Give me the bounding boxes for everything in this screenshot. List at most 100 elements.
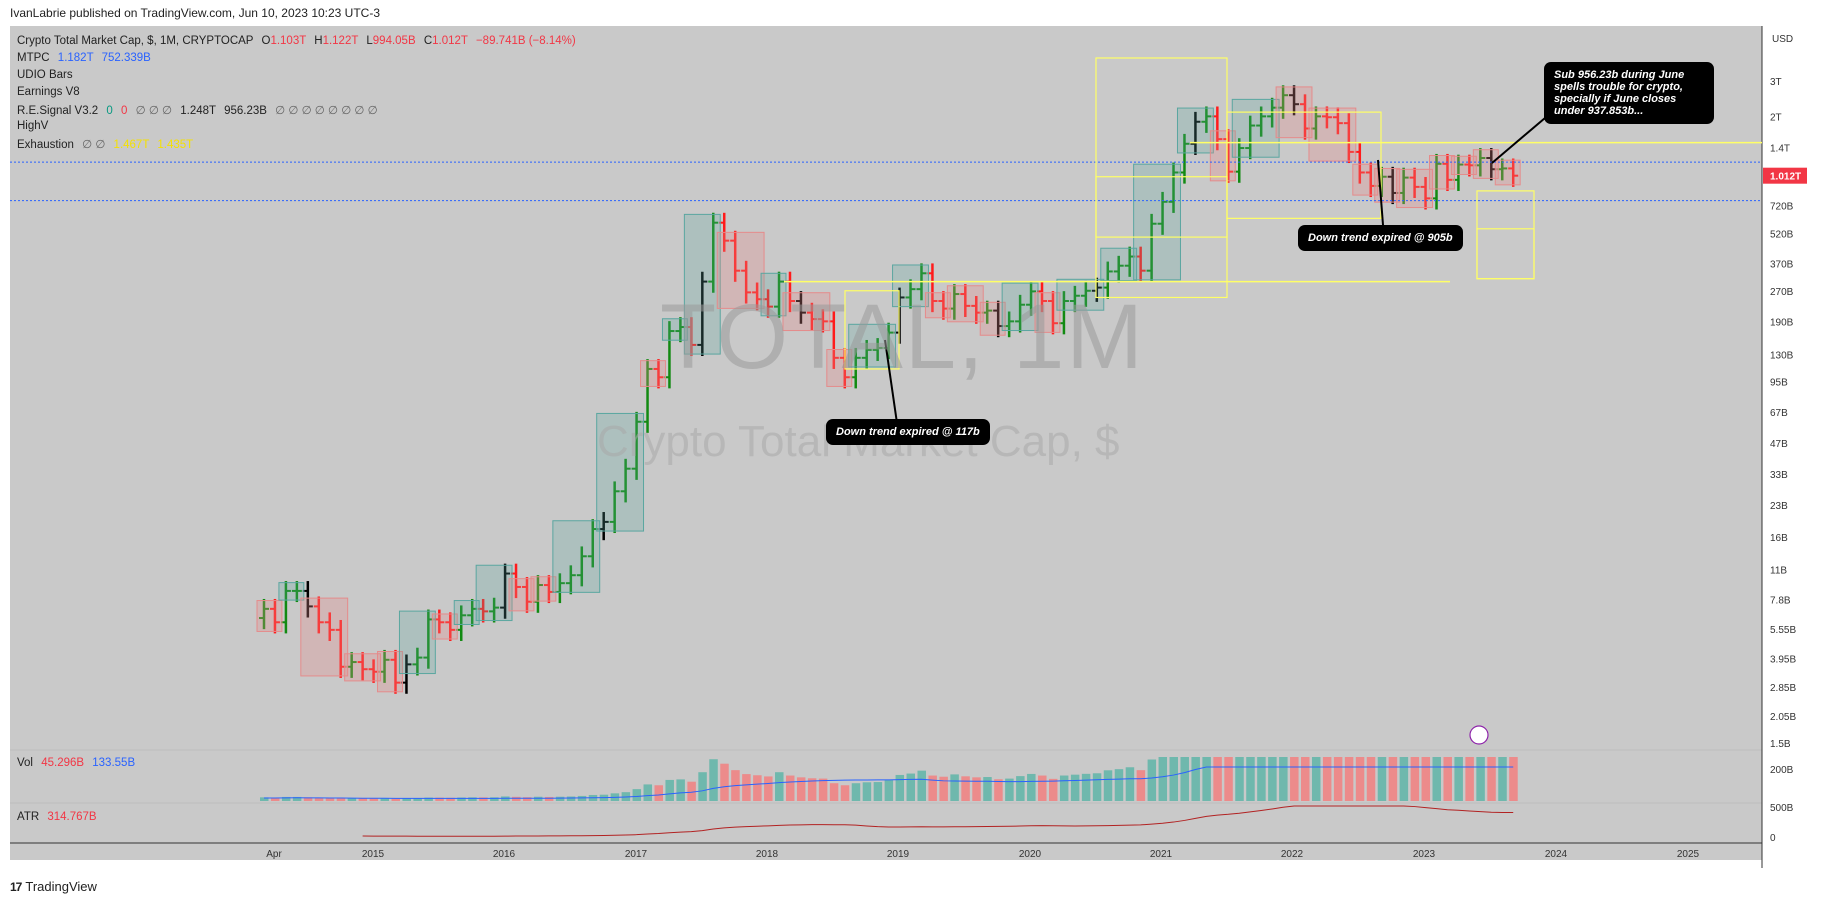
volume-bar <box>1311 757 1321 801</box>
indicator-resignal[interactable]: R.E.Signal V3.2 0 0 ∅ ∅ ∅ 1.248T 956.23B… <box>17 103 378 117</box>
volume-bar <box>687 781 696 801</box>
volume-bar <box>1366 757 1376 801</box>
price-tick-label: 190B <box>1770 317 1794 328</box>
swing-box <box>826 349 853 387</box>
swing-box <box>716 231 765 309</box>
volume-bar <box>643 784 653 801</box>
swing-box <box>377 650 403 693</box>
volume-ma-value: 133.55B <box>92 757 136 769</box>
volume-bar <box>928 775 937 801</box>
volume-bar <box>1246 757 1255 801</box>
time-tick-label: 2025 <box>1677 849 1700 860</box>
time-tick-label: 2021 <box>1150 849 1173 860</box>
swing-box <box>1001 282 1039 332</box>
volume-bar <box>676 779 685 801</box>
price-tick-label: 11B <box>1770 565 1787 576</box>
volume-bar <box>1070 774 1080 801</box>
volume-bar <box>413 798 422 801</box>
symbol-watermark: TOTAL, 1M <box>660 286 1145 388</box>
legend-change: −89.741B (−8.14%) <box>475 35 576 47</box>
swing-box <box>782 292 831 332</box>
swing-box <box>552 520 601 593</box>
exhaustion-rest: ∅ ∅ <box>82 139 106 151</box>
volume-bar <box>369 798 379 801</box>
volume-bar <box>325 797 335 801</box>
volume-bar <box>1476 757 1485 801</box>
swing-box <box>1100 247 1138 282</box>
volume-bar <box>829 783 839 801</box>
legend-close-label: C <box>423 35 433 47</box>
indicator-mtpc[interactable]: MTPC 1.182T 752.339B <box>17 52 151 64</box>
atr-tick-label: 0 <box>1770 833 1776 844</box>
price-tick-label: 370B <box>1770 259 1794 270</box>
volume-bar <box>1410 757 1420 801</box>
volume-bar <box>1257 757 1266 801</box>
indicator-udio[interactable]: UDIO Bars <box>17 69 73 81</box>
volume-bar <box>391 798 400 801</box>
current-price-label: 1.012T <box>1770 172 1801 183</box>
atr-legend[interactable]: ATR 314.767B <box>17 811 97 823</box>
tradingview-branding[interactable]: 17 TradingView <box>10 879 97 894</box>
swing-box <box>1472 149 1499 179</box>
volume-bar <box>1016 776 1025 801</box>
legend-symbol-row[interactable]: Crypto Total Market Cap, $, 1M, CRYPTOCA… <box>17 35 576 47</box>
legend-open-label: O <box>261 35 271 47</box>
volume-bar <box>1465 757 1474 801</box>
volume-bar <box>1048 778 1058 801</box>
volume-bar <box>490 797 499 801</box>
note-pointer <box>1491 117 1546 164</box>
volume-bar <box>665 779 674 801</box>
volume-bar <box>1081 773 1091 801</box>
volume-bar <box>1158 757 1168 801</box>
volume-bar <box>303 797 313 801</box>
volume-legend[interactable]: Vol 45.296B 133.55B <box>17 757 135 769</box>
note-down-trend-117b[interactable]: Down trend expired @ 117b <box>826 419 990 445</box>
volume-bar <box>468 797 477 801</box>
indicator-exhaustion[interactable]: Exhaustion ∅ ∅ 1.467T 1.435T <box>17 137 193 151</box>
zone-box <box>1476 228 1535 280</box>
volume-bar <box>1005 778 1014 801</box>
resignal-b: 0 <box>121 105 128 117</box>
volume-bar <box>742 774 751 801</box>
price-tick-label: 2T <box>1770 112 1782 123</box>
mtpc-value-1: 1.182T <box>57 52 94 64</box>
volume-bar <box>753 775 762 801</box>
volume-bar <box>961 776 970 801</box>
price-tick-label: 520B <box>1770 230 1794 241</box>
atr-tick-label: 500B <box>1770 803 1794 814</box>
volume-bar <box>895 774 905 801</box>
atr-line <box>362 805 1514 837</box>
mtpc-value-2: 752.339B <box>101 52 151 64</box>
mtpc-label: MTPC <box>17 52 50 64</box>
volume-bar <box>1191 757 1200 801</box>
volume-bar <box>1038 775 1047 801</box>
volume-bar <box>1279 757 1288 801</box>
volume-bar <box>950 774 959 801</box>
volume-tick-label: 200B <box>1770 765 1794 776</box>
swing-box <box>946 285 984 323</box>
volume-label: Vol <box>17 757 33 769</box>
exhaustion-label: Exhaustion <box>17 139 74 151</box>
atr-label: ATR <box>17 811 40 823</box>
indicator-highv[interactable]: HighV <box>17 120 49 132</box>
note-sub-956b[interactable]: Sub 956.23b during June spells trouble f… <box>1544 62 1714 124</box>
exhaustion-v2: 1.435T <box>157 139 194 151</box>
time-tick-label: 2017 <box>625 849 648 860</box>
volume-bar <box>380 798 390 801</box>
swing-box <box>1176 107 1214 154</box>
volume-bar <box>402 798 411 801</box>
volume-bar <box>1114 769 1124 801</box>
volume-bar <box>1432 757 1442 801</box>
volume-bar <box>1235 757 1244 801</box>
note-down-trend-905b[interactable]: Down trend expired @ 905b <box>1298 225 1463 251</box>
time-tick-label: 2016 <box>493 849 516 860</box>
price-tick-label: 16B <box>1770 533 1788 544</box>
swing-box <box>508 578 535 612</box>
volume-bar <box>292 796 302 801</box>
swing-box <box>1352 163 1379 196</box>
volume-bar <box>577 795 587 801</box>
volume-bar <box>424 797 433 801</box>
indicator-earnings[interactable]: Earnings V8 <box>17 86 80 98</box>
volume-bar <box>1180 757 1189 801</box>
